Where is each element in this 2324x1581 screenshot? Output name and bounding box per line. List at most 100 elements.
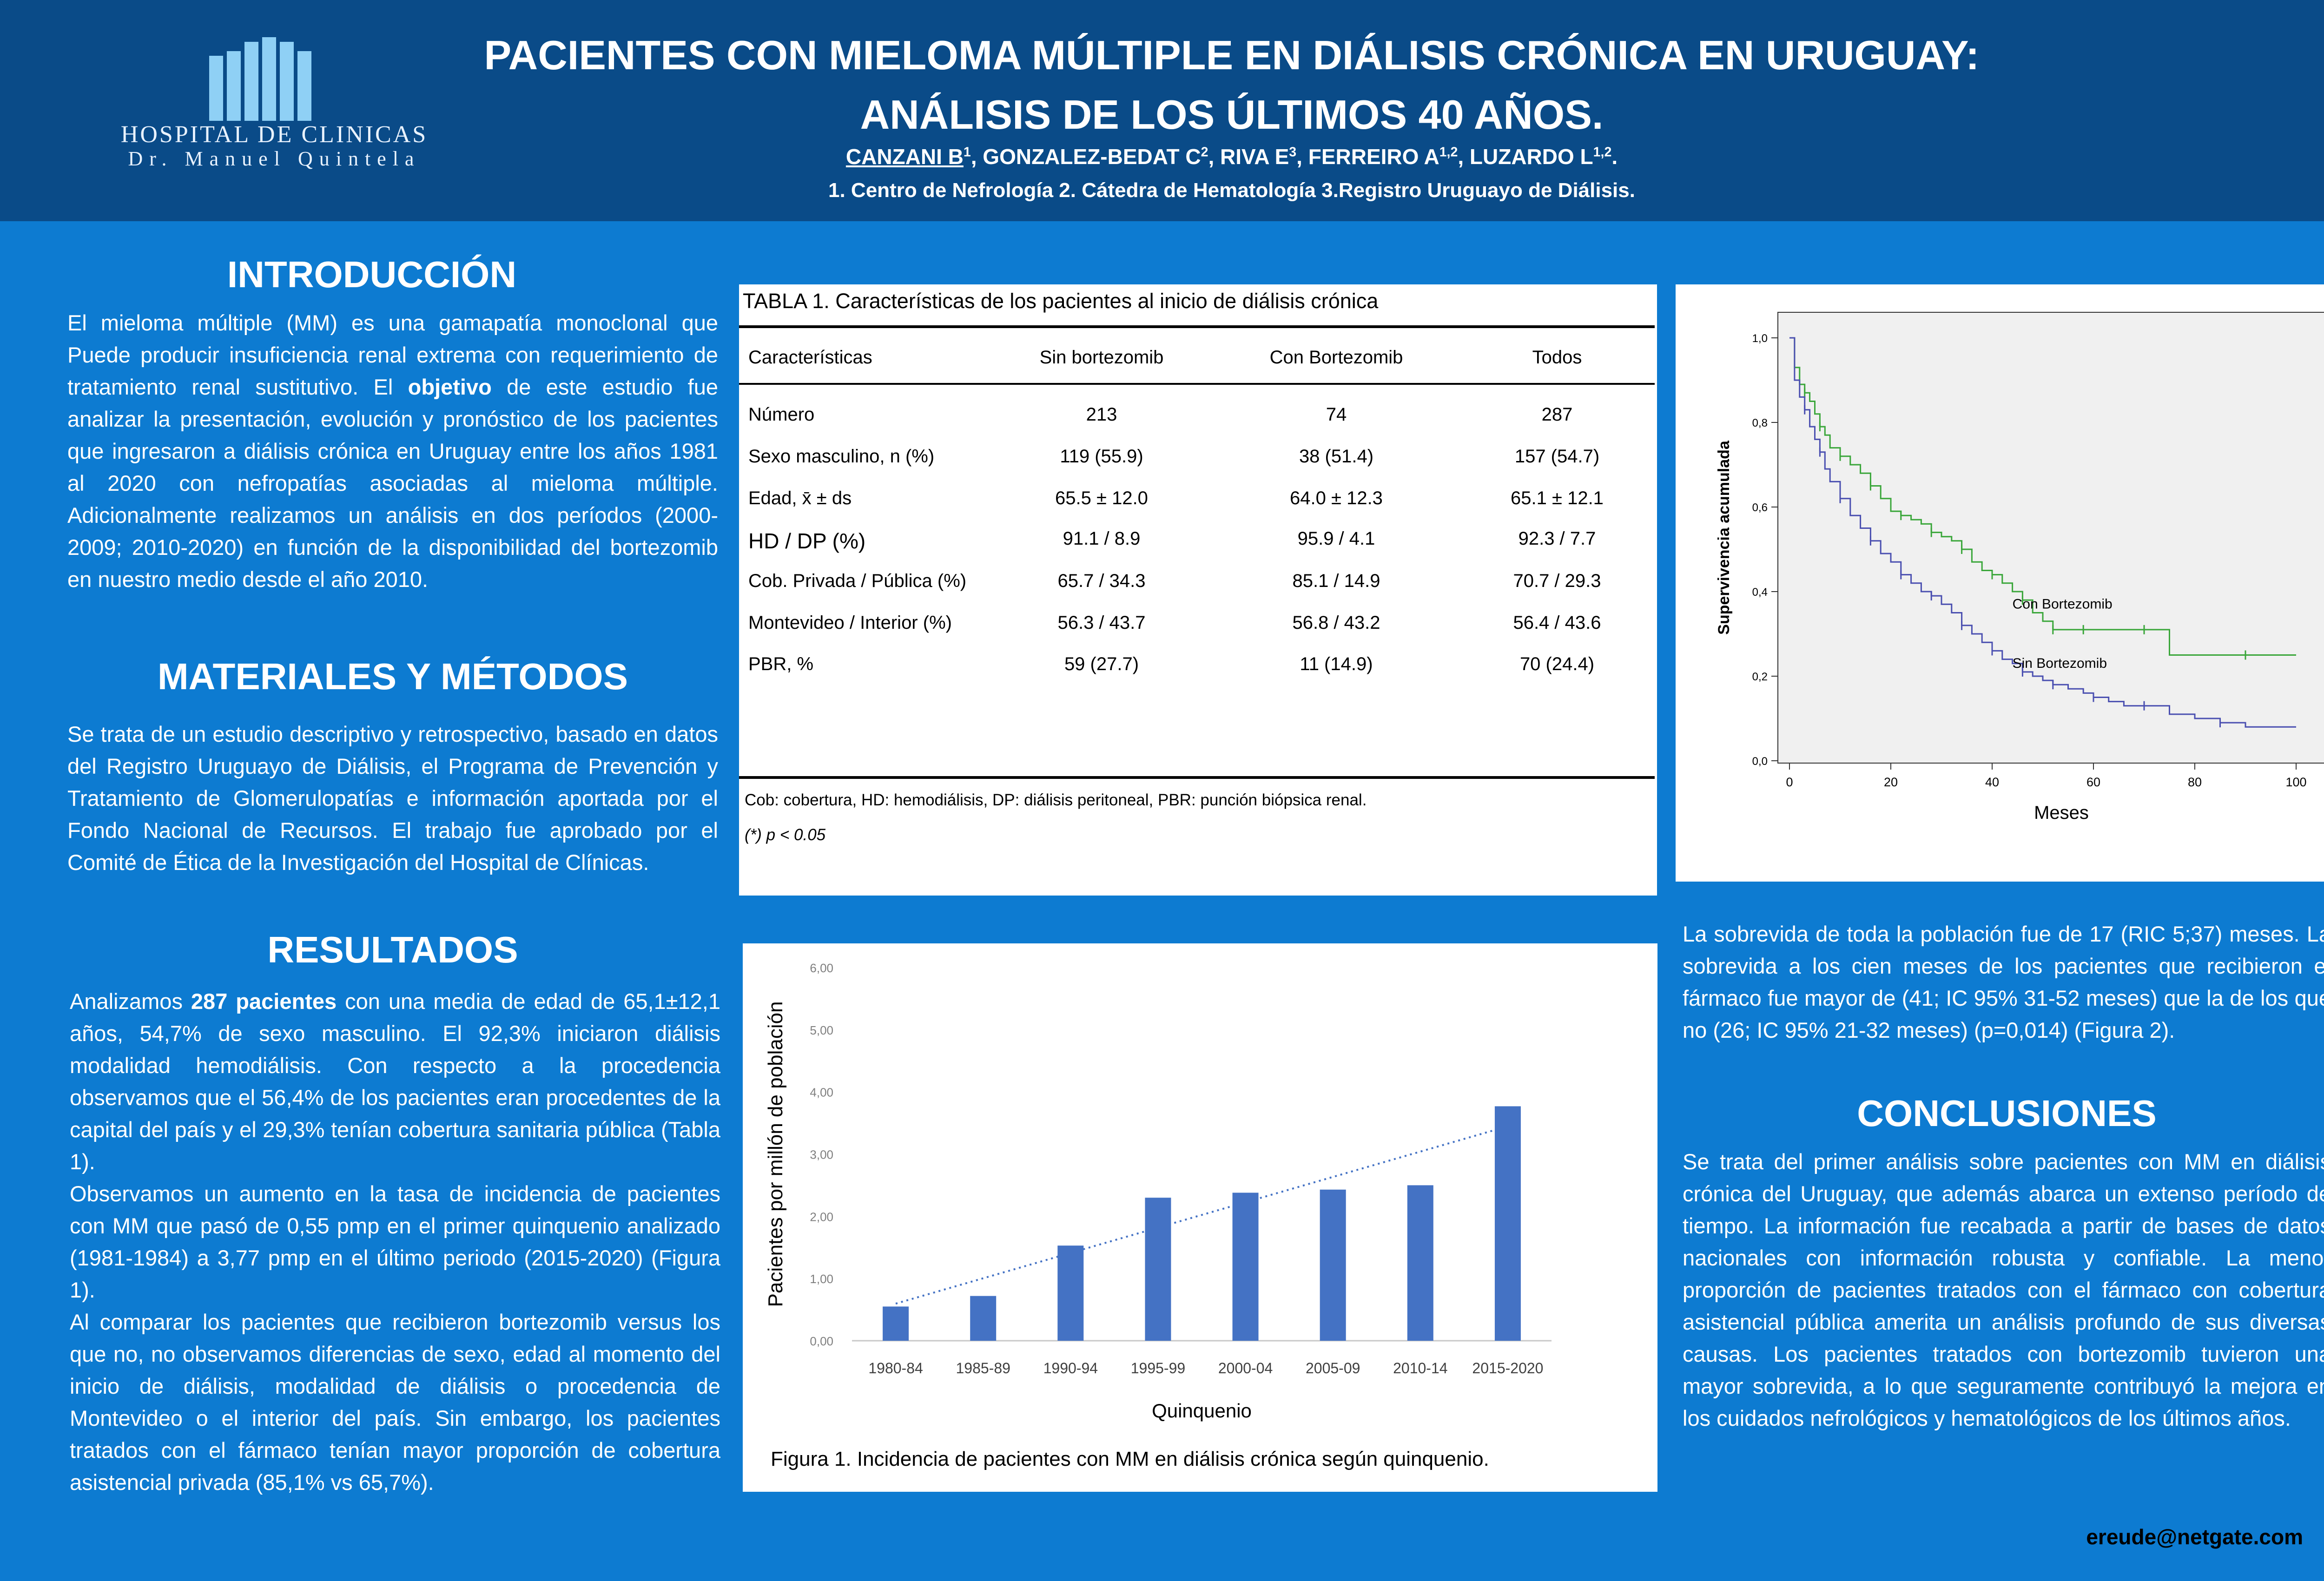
figure-1-caption: Figura 1. Incidencia de pacientes con MM… [771,1448,1489,1470]
table-cell-label: Sexo masculino, n (%) [748,446,935,467]
poster-title: PACIENTES CON MIELOMA MÚLTIPLE EN DIÁLIS… [372,26,2092,145]
bar-2010-14 [1407,1185,1433,1341]
x-tick-label: 2000-04 [1218,1360,1273,1377]
table-cell-value: 56.8 / 43.2 [1292,613,1380,633]
methods-text: Se trata de un estudio descriptivo y ret… [67,722,718,875]
author-4: FERREIRO A [1308,145,1439,169]
conclusions-heading: CONCLUSIONES [1857,1093,2157,1134]
header-banner: HOSPITAL DE CLINICAS Dr. Manuel Quintela… [0,0,2324,221]
x-axis-title: Meses [2034,803,2089,823]
table-cell-value: 70.7 / 29.3 [1513,571,1601,591]
results-paragraph-1: Analizamos 287 pacientes con una media d… [70,985,720,1178]
x-tick-label: 1990-94 [1043,1360,1098,1377]
table-header-rule [739,383,1655,385]
table-cell-label: HD / DP (%) [748,529,866,553]
figure-1-panel: 0,00 1,00 2,00 3,00 4,00 5,00 6,00 1980-84 1985-… [743,943,1657,1492]
series-label-sin-bortezomib: Sin Bortezomib [2013,656,2107,671]
table-cell-value: 65.5 ± 12.0 [1055,488,1148,508]
y-tick-label: 0,00 [810,1334,833,1348]
table-cell-value: 65.1 ± 12.1 [1511,488,1604,508]
y-tick-label: 0,2 [1752,671,1768,683]
bar-2000-04 [1232,1192,1259,1341]
conclusions-text: Se trata del primer análisis sobre pacie… [1683,1149,2324,1430]
results-paragraph-3: Al comparar los pacientes que recibieron… [70,1310,720,1495]
survival-text: La sobrevida de toda la población fue de… [1683,922,2324,1042]
table-cell-value: 70 (24.4) [1519,654,1595,674]
results-heading: RESULTADOS [267,929,518,970]
y-tick-label: 1,0 [1752,332,1768,345]
y-tick-label: 0,6 [1752,501,1768,514]
y-axis-title: Supervivencia acumulada [1715,440,1733,635]
plot-area [1777,312,2324,764]
table-header-cell: Todos [1532,347,1582,368]
survival-curve-sin-bortezomib [1789,337,2296,728]
authors: CANZANI B1, GONZALEZ-BEDAT C2, RIVA E3, … [845,145,1618,169]
author-2-sup: 2 [1201,145,1208,160]
table-cell-value: 85.1 / 14.9 [1292,571,1380,591]
table-cell-label: Número [748,404,815,425]
y-axis-title: Pacientes por millón de población [764,1001,787,1307]
contact-email[interactable]: ereude@netgate.com [2086,1525,2303,1549]
bar-1995-99 [1145,1198,1171,1341]
intro-text-bold: objetivo [408,375,492,399]
table-cell-label: Edad, x̄ ± ds [748,488,852,508]
logo-name: HOSPITAL DE CLINICAS [120,121,428,148]
table-top-rule [739,325,1655,328]
results-p1-bold: 287 pacientes [191,989,337,1014]
intro-text: El mieloma múltiple (MM) es una gamapatí… [67,307,718,595]
table-cell-value: 65.7 / 34.3 [1057,571,1146,591]
x-tick-label: 2010-14 [1393,1360,1447,1377]
trendline [895,1125,1508,1305]
table-cell-value: 56.4 / 43.6 [1513,613,1601,633]
logo-bars-icon [209,33,321,121]
figure-2-panel: 0 20 40 60 80 100 0,0 0,2 0,4 0,6 0,8 1,0 Con Bortez… [1676,284,2324,882]
author-1: CANZANI B [845,145,964,169]
table-cell-value: 91.1 / 8.9 [1063,528,1141,549]
table-cell-value: 38 (51.4) [1299,446,1374,467]
affiliations: 1. Centro de Nefrología 2. Cátedra de He… [828,179,1635,202]
title-line-1: PACIENTES CON MIELOMA MÚLTIPLE EN DIÁLIS… [484,32,1980,78]
x-tick-label: 2015-2020 [1472,1360,1543,1377]
y-tick-label: 0,0 [1752,755,1768,768]
table-1-title: TABLA 1. Características de los paciente… [743,289,1379,313]
results-p1-a: Analizamos [70,989,191,1014]
table-cell-value: 56.3 / 43.7 [1057,613,1146,633]
author-5-sup: 1,2 [1593,145,1612,160]
x-tick-label: 1985-89 [956,1360,1010,1377]
x-tick-label: 1995-99 [1131,1360,1185,1377]
table-cell-value: 119 (55.9) [1060,446,1143,467]
table-cell-value: 64.0 ± 12.3 [1290,488,1383,508]
table-cell-label: PBR, % [748,654,814,674]
x-tick-label: 2005-09 [1306,1360,1360,1377]
logo-subtitle: Dr. Manuel Quintela [128,147,421,170]
author-1-sup: 1 [963,145,971,160]
y-tick-label: 1,00 [810,1272,833,1286]
x-tick-label: 0 [1786,775,1793,789]
intro-text-a: El mieloma múltiple (MM) es una gamapatí… [67,310,718,399]
table-footnote-2: (*) p < 0.05 [745,826,826,844]
x-tick-label: 40 [1985,775,1999,789]
figure-2-survival-curve: 0 20 40 60 80 100 0,0 0,2 0,4 0,6 0,8 1,0 Con Bortez… [1715,312,2324,823]
table-cell-value: 11 (14.9) [1300,654,1373,674]
table-cell-value: 287 [1541,404,1573,425]
x-tick-label: 60 [2086,775,2100,789]
bar-2005-09 [1320,1189,1346,1341]
intro-heading: INTRODUCCIÓN [227,254,517,295]
x-tick-label: 100 [2285,775,2306,789]
y-tick-label: 4,00 [810,1086,833,1100]
table-cell-label: Montevideo / Interior (%) [748,613,952,633]
x-tick-label: 20 [1884,775,1898,789]
table-cell-value: 95.9 / 4.1 [1297,528,1375,549]
title-line-2: ANÁLISIS DE LOS ÚLTIMOS 40 AÑOS. [860,92,1604,138]
author-5: LUZARDO L [1469,145,1593,169]
table-1-panel: TABLA 1. Características de los paciente… [739,284,1657,896]
methods-heading: MATERIALES Y MÉTODOS [158,656,628,697]
series-label-con-bortezomib: Con Bortezomib [2013,596,2113,612]
x-axis-title: Quinquenio [1152,1400,1252,1422]
table-footnote-1: Cob: cobertura, HD: hemodiálisis, DP: di… [745,791,1367,809]
bar-1985-89 [970,1296,997,1341]
figure-1-bar-chart: 0,00 1,00 2,00 3,00 4,00 5,00 6,00 1980-84 1985-… [764,961,1552,1422]
table-cell-label: Cob. Privada / Pública (%) [748,571,967,591]
table-bottom-rule [739,776,1655,779]
y-tick-label: 2,00 [810,1210,833,1224]
